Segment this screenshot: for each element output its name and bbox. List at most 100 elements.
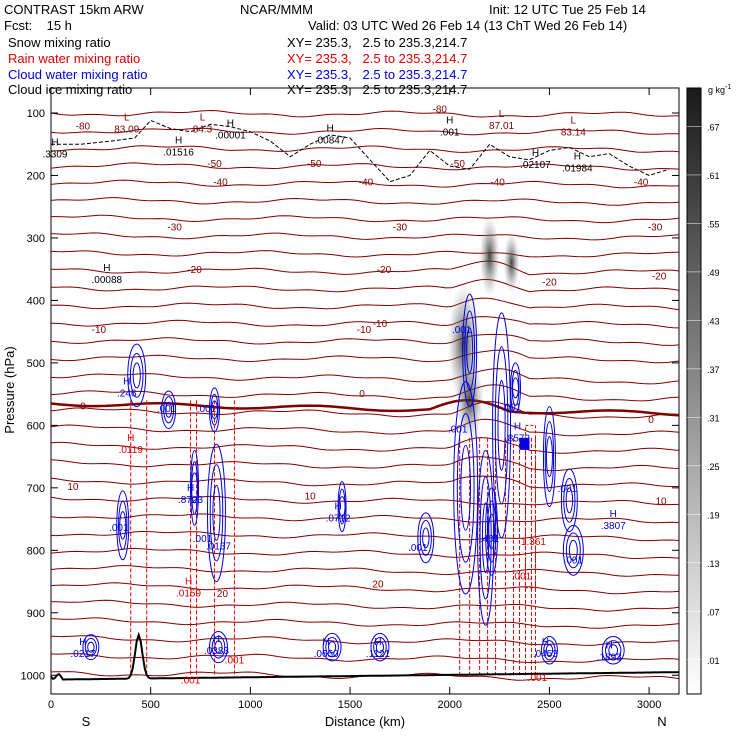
cloud-water-contour bbox=[212, 484, 221, 541]
contour-label: .001 bbox=[157, 404, 177, 415]
temperature-contour bbox=[50, 145, 680, 153]
contour-label: .001 bbox=[512, 571, 532, 582]
extremum-value: .0217 bbox=[70, 649, 95, 660]
y-tick-label: 900 bbox=[27, 608, 45, 620]
extremum-value: .3309 bbox=[42, 149, 67, 160]
cloud-water-contour bbox=[328, 641, 337, 654]
extremum-value: .0119 bbox=[119, 445, 144, 456]
colorbar-tick-label: .49 bbox=[707, 268, 720, 278]
cloud-water-contour bbox=[605, 640, 622, 661]
cloud-ice-contour bbox=[51, 119, 670, 183]
cloud-water-contour bbox=[543, 640, 556, 661]
cloud-water-contour bbox=[466, 327, 474, 374]
temperature-contour bbox=[51, 214, 680, 224]
y-tick-label: 600 bbox=[27, 420, 45, 432]
extremum-kind: H bbox=[187, 483, 194, 494]
cloud-water-contour bbox=[191, 472, 199, 504]
colorbar bbox=[686, 87, 702, 695]
cloud-water-contour bbox=[568, 539, 578, 561]
field-xy-cloudwater: XY= 235.3, 2.5 to 235.3,214.7 bbox=[287, 67, 468, 82]
contour-label: .401 bbox=[480, 534, 500, 545]
cloud-water-contour bbox=[161, 390, 177, 429]
contour-label: .001 bbox=[181, 676, 201, 687]
extremum-kind: H bbox=[606, 640, 613, 651]
extremum-kind: H bbox=[323, 637, 330, 648]
colorbar-tick-label: .19 bbox=[707, 510, 720, 520]
model-title: CONTRAST 15km ARW bbox=[4, 2, 144, 17]
temperature-contour bbox=[50, 401, 680, 419]
forecast-hour: Fcst: 15 h bbox=[4, 18, 72, 33]
colorbar-tick-label: .01 bbox=[707, 656, 720, 666]
temperature-contour bbox=[50, 513, 680, 524]
temperature-label: -50 bbox=[450, 159, 465, 170]
y-tick-label: 800 bbox=[27, 545, 45, 557]
extremum-value: .246 bbox=[117, 389, 137, 400]
y-tick-label: 400 bbox=[27, 295, 45, 307]
cloud-water-contour bbox=[479, 476, 492, 600]
extremum-kind: H bbox=[175, 135, 182, 146]
extremum-kind: H bbox=[514, 422, 521, 433]
extremum-kind: H bbox=[326, 124, 333, 135]
temperature-contour bbox=[50, 278, 680, 293]
extremum-value: .01516 bbox=[163, 147, 194, 158]
plot-frame bbox=[50, 87, 680, 695]
cloud-water-contour bbox=[542, 406, 556, 508]
y-tick-label: 200 bbox=[27, 170, 45, 182]
temperature-label: -30 bbox=[167, 223, 182, 234]
y-tick-label: 300 bbox=[27, 233, 45, 245]
x-tick-label: 2500 bbox=[537, 699, 561, 711]
field-label-snow: Snow mixing ratio bbox=[8, 35, 111, 50]
snow-shading bbox=[479, 216, 500, 297]
cloud-water-contour bbox=[129, 353, 144, 398]
extremum-kind: H bbox=[185, 577, 192, 588]
x-tick-label: 3000 bbox=[637, 699, 661, 711]
cloud-water-contour bbox=[119, 511, 127, 540]
extremum-kind: H bbox=[542, 637, 549, 648]
contour-label: .001 bbox=[558, 484, 578, 495]
extremum-value: .0650 bbox=[314, 649, 339, 660]
temperature-contour bbox=[50, 653, 680, 664]
cloud-water-contour bbox=[422, 527, 430, 549]
colorbar-tick-label: .13 bbox=[707, 559, 720, 569]
temperature-contour bbox=[50, 232, 680, 241]
temperature-label: 10 bbox=[655, 496, 667, 507]
colorbar-tick-label: .61 bbox=[707, 171, 720, 181]
x-tick-label: 1500 bbox=[338, 699, 362, 711]
x-axis-title: Distance (km) bbox=[325, 714, 405, 729]
temperature-label: -80 bbox=[433, 105, 448, 116]
field-xy-snow: XY= 235.3, 2.5 to 235.3,214.7 bbox=[287, 35, 468, 50]
cloud-water-contour bbox=[325, 637, 339, 658]
cloud-water-contour bbox=[488, 513, 496, 550]
cloud-water-contour bbox=[492, 312, 512, 539]
field-xy-cloudice: XY= 235.3, 2.5 to 235.3,214.7 bbox=[287, 82, 468, 97]
snow-shading bbox=[503, 232, 520, 293]
contour-label: .001 bbox=[225, 656, 245, 667]
contour-label: .0137 bbox=[206, 541, 231, 552]
contour-label: .001 bbox=[193, 534, 213, 545]
extremum-value: .00001 bbox=[215, 131, 246, 142]
cloud-water-contour bbox=[512, 377, 520, 399]
cloud-water-contour bbox=[560, 468, 578, 533]
cloud-water-contour bbox=[87, 641, 95, 653]
temperature-label: -20 bbox=[187, 265, 202, 276]
cloud-water-contour bbox=[544, 421, 555, 493]
cloud-water-contour bbox=[165, 401, 173, 418]
extremum-kind: H bbox=[374, 637, 381, 648]
y-tick-label: 500 bbox=[27, 358, 45, 370]
x-tick-label: 0 bbox=[48, 699, 54, 711]
y-tick-label: 100 bbox=[27, 108, 45, 120]
temperature-label: -20 bbox=[542, 278, 557, 289]
cloud-water-contour bbox=[84, 637, 97, 657]
extremum-kind: H bbox=[532, 148, 539, 159]
extremum-kind: H bbox=[334, 502, 341, 513]
temperature-label: -20 bbox=[652, 271, 667, 282]
cloud-water-contour bbox=[601, 636, 625, 665]
extremum-value: 87.01 bbox=[489, 121, 514, 132]
field-label-rain: Rain water mixing ratio bbox=[8, 51, 141, 66]
temperature-contour bbox=[50, 197, 680, 206]
temperature-contour bbox=[50, 162, 680, 171]
extremum-value: .02107 bbox=[520, 160, 551, 171]
cloud-water-contour bbox=[453, 381, 479, 595]
cloud-water-contour bbox=[562, 524, 584, 576]
